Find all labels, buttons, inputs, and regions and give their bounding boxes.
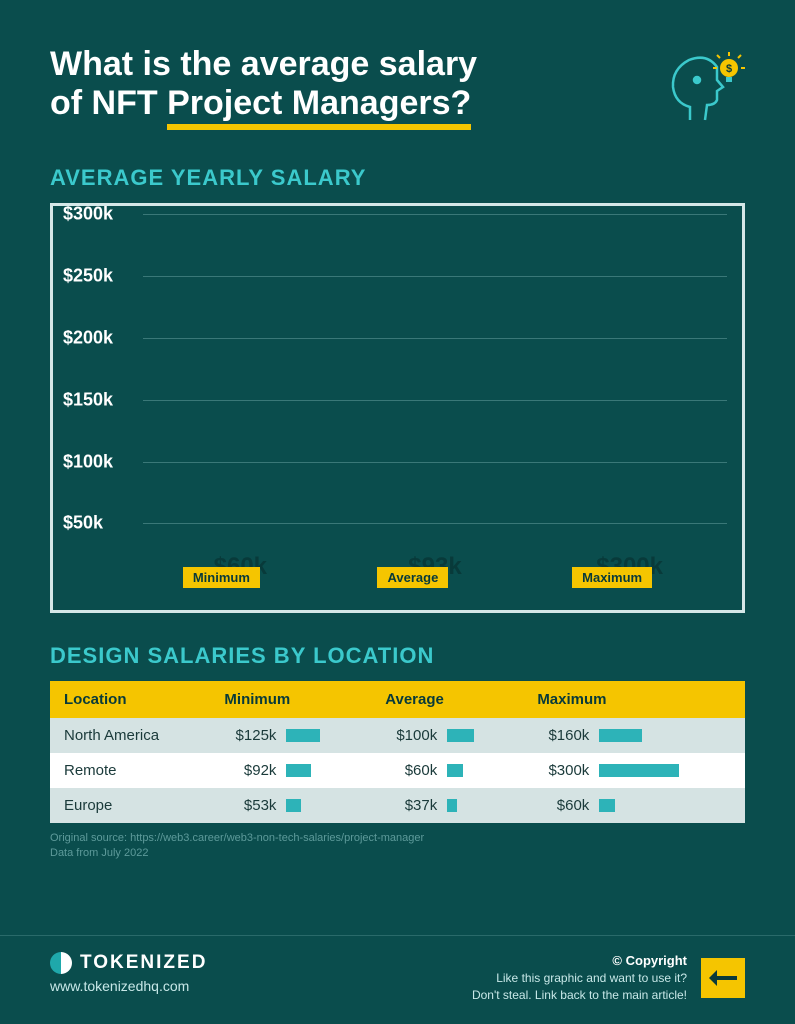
chart-heading: AVERAGE YEARLY SALARY (50, 165, 745, 191)
source-line1: Original source: https://web3.career/web… (50, 831, 745, 846)
location-cell: Europe (50, 788, 210, 823)
salary-value: $125k (224, 727, 276, 744)
y-axis-label: $150k (63, 389, 113, 410)
mini-bar (599, 729, 642, 742)
copyright-block: © Copyright Like this graphic and want t… (472, 952, 745, 1004)
mini-bar (599, 799, 615, 812)
y-axis-label: $100k (63, 451, 113, 472)
bar-category-label: Minimum (183, 567, 260, 588)
table-header-cell: Location (50, 681, 210, 718)
title-line1: What is the average salary (50, 45, 477, 83)
salary-bar-chart: $300k $250k $200k $150k $100k $50k $60kMinimu… (50, 203, 745, 613)
y-axis-label: $200k (63, 327, 113, 348)
y-axis-label: $50k (63, 513, 103, 534)
header: What is the average salary of NFT Projec… (50, 45, 745, 130)
table-header-row: LocationMinimumAverageMaximum (50, 681, 745, 718)
brand-block: TOKENIZED www.tokenizedhq.com (50, 952, 207, 994)
salary-cell: $60k (371, 753, 523, 788)
table-row: Europe $53k $37k $60k (50, 788, 745, 823)
salary-value: $160k (537, 727, 589, 744)
arrow-left-icon (701, 958, 745, 998)
y-axis-labels: $300k $250k $200k $150k $100k $50k (53, 206, 143, 610)
main-title: What is the average salary of NFT Projec… (50, 45, 477, 130)
salary-cell: $100k (371, 718, 523, 753)
salary-cell: $53k (210, 788, 371, 823)
source-line2: Data from July 2022 (50, 846, 745, 861)
location-salary-table: LocationMinimumAverageMaximum North Amer… (50, 681, 745, 823)
y-axis-label: $250k (63, 266, 113, 287)
salary-value: $60k (385, 762, 437, 779)
table-header-cell: Average (371, 681, 523, 718)
salary-cell: $125k (210, 718, 371, 753)
title-underline: Project Managers? (167, 84, 471, 130)
salary-value: $92k (224, 762, 276, 779)
table-header-cell: Minimum (210, 681, 371, 718)
location-cell: Remote (50, 753, 210, 788)
salary-cell: $92k (210, 753, 371, 788)
salary-cell: $160k (523, 718, 745, 753)
table-header-cell: Maximum (523, 681, 745, 718)
brand-name: TOKENIZED (80, 952, 207, 974)
copyright-line2: Don't steal. Link back to the main artic… (472, 987, 687, 1004)
salary-value: $100k (385, 727, 437, 744)
salary-value: $53k (224, 797, 276, 814)
mini-bar (447, 799, 457, 812)
mini-bar (286, 764, 311, 777)
brand-url: www.tokenizedhq.com (50, 978, 207, 994)
location-cell: North America (50, 718, 210, 753)
mini-bar (447, 764, 463, 777)
y-axis-label: $300k (63, 204, 113, 225)
salary-cell: $37k (371, 788, 523, 823)
svg-text:$: $ (726, 63, 732, 75)
footer: TOKENIZED www.tokenizedhq.com © Copyrigh… (0, 935, 795, 1024)
title-block: What is the average salary of NFT Projec… (50, 45, 477, 130)
salary-cell: $60k (523, 788, 745, 823)
mini-bar (286, 799, 300, 812)
mini-bar (286, 729, 319, 742)
mini-bar (599, 764, 679, 777)
brand-logo-icon (50, 952, 72, 974)
thinking-head-icon: $ (655, 45, 745, 130)
salary-cell: $300k (523, 753, 745, 788)
copyright-title: © Copyright (472, 952, 687, 970)
table-body: North America $125k $100k $160k Remote $92k $6… (50, 718, 745, 823)
table-row: Remote $92k $60k $300k (50, 753, 745, 788)
table-row: North America $125k $100k $160k (50, 718, 745, 753)
bar-category-label: Average (377, 567, 448, 588)
mini-bar (447, 729, 474, 742)
source-note: Original source: https://web3.career/web… (50, 831, 745, 861)
salary-value: $37k (385, 797, 437, 814)
salary-value: $60k (537, 797, 589, 814)
table-heading: DESIGN SALARIES BY LOCATION (50, 643, 745, 669)
copyright-line1: Like this graphic and want to use it? (472, 970, 687, 987)
bars-container: $60kMinimum$93kAverage$300kMaximum (143, 214, 727, 585)
salary-value: $300k (537, 762, 589, 779)
title-line2-prefix: of NFT (50, 84, 167, 122)
bar-category-label: Maximum (572, 567, 652, 588)
